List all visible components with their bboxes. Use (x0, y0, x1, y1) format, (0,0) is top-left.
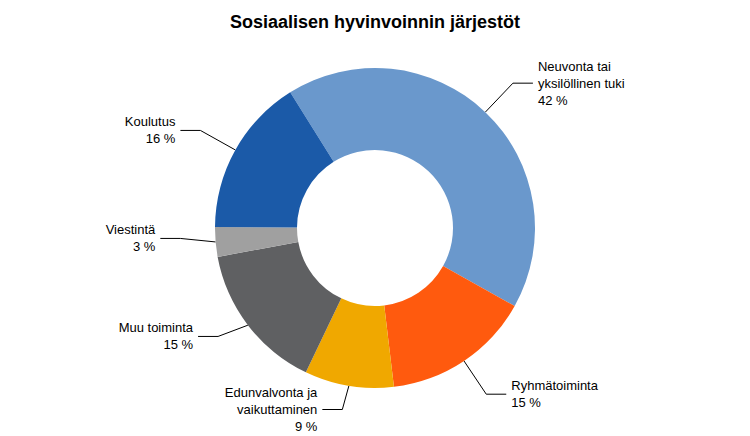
svg-text:15 %: 15 % (511, 395, 541, 410)
svg-text:9 %: 9 % (295, 419, 318, 434)
svg-text:42 %: 42 % (538, 93, 568, 108)
svg-text:Neuvonta tai: Neuvonta tai (538, 59, 611, 74)
svg-text:Ryhmätoiminta: Ryhmätoiminta (511, 378, 598, 393)
svg-text:Edunvalvonta ja: Edunvalvonta ja (225, 385, 318, 400)
svg-text:Viestintä: Viestintä (106, 222, 156, 237)
svg-text:3 %: 3 % (133, 239, 156, 254)
svg-text:Muu toiminta: Muu toiminta (119, 320, 194, 335)
svg-text:Koulutus: Koulutus (125, 114, 176, 129)
svg-text:yksilöllinen tuki: yksilöllinen tuki (538, 76, 625, 91)
svg-text:vaikuttaminen: vaikuttaminen (237, 402, 317, 417)
svg-text:15 %: 15 % (163, 337, 193, 352)
svg-text:16 %: 16 % (146, 131, 176, 146)
svg-text:Sosiaalisen hyvinvoinnin järje: Sosiaalisen hyvinvoinnin järjestöt (230, 12, 520, 32)
